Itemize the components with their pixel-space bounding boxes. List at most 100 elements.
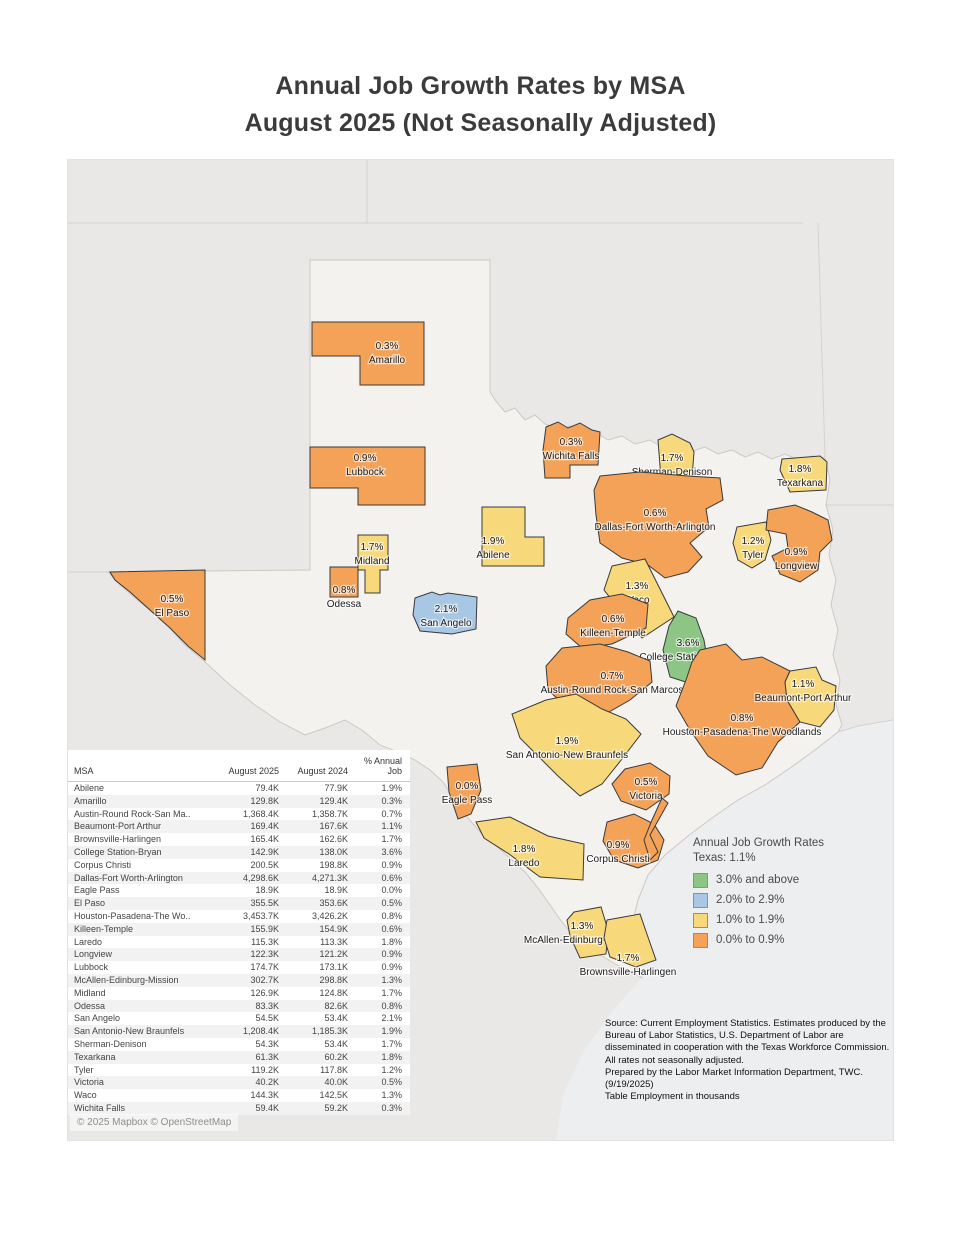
map-region-lubbock[interactable] <box>309 446 426 506</box>
table-row[interactable]: Victoria 40.2K 40.0K 0.5% <box>68 1076 410 1090</box>
page-title-line2: August 2025 (Not Seasonally Adjusted) <box>244 109 717 137</box>
map-region-waco[interactable] <box>603 558 675 639</box>
map-region-dfw[interactable] <box>593 471 724 579</box>
table-row[interactable]: San Angelo 54.5K 53.4K 2.1% <box>68 1012 410 1025</box>
region-name-label: Beaumont-Port Arthur <box>755 693 852 704</box>
table-cell: 18.9K <box>324 885 348 896</box>
table-row[interactable]: El Paso 355.5K 353.6K 0.5% <box>68 897 410 910</box>
map-region-odessa[interactable] <box>329 566 359 598</box>
table-cell: 40.2K <box>255 1077 279 1088</box>
legend-item[interactable]: 2.0% to 2.9% <box>693 890 883 910</box>
legend-item[interactable]: 3.0% and above <box>693 870 883 890</box>
map-region-san-antonio[interactable] <box>511 693 642 797</box>
table-row[interactable]: Lubbock 174.7K 173.1K 0.9% <box>68 961 410 974</box>
table-cell: 113.3K <box>320 936 348 947</box>
table-cell: Houston-Pasadena-The Wo.. <box>74 910 191 921</box>
table-cell: 53.4K <box>324 1013 348 1024</box>
table-row[interactable]: Waco 144.3K 142.5K 1.3% <box>68 1089 410 1102</box>
map-region-houston[interactable] <box>675 643 801 776</box>
source-note-line: (9/19/2025) <box>605 1079 654 1091</box>
table-cell: 122.3K <box>250 949 279 960</box>
table-header-msa: MSA <box>74 766 94 776</box>
legend: Annual Job Growth Rates Texas: 1.1% 3.0%… <box>693 836 883 950</box>
legend-item[interactable]: 0.0% to 0.9% <box>693 930 883 950</box>
legend-label: 1.0% to 1.9% <box>716 914 785 926</box>
table-cell: 1,185.3K <box>311 1026 348 1037</box>
region-name-label: Eagle Pass <box>442 795 493 806</box>
state-borders <box>68 160 893 733</box>
region-name-label: Austin-Round Rock-San Marcos <box>541 685 684 696</box>
source-note-line: All rates not seasonally adjusted. <box>605 1054 744 1066</box>
table-row[interactable]: Corpus Christi 200.5K 198.8K 0.9% <box>68 859 410 872</box>
table-cell: 0.7% <box>381 808 402 819</box>
table-row[interactable]: Abilene 79.4K 77.9K 1.9% <box>68 782 410 795</box>
legend-label: 2.0% to 2.9% <box>716 894 785 906</box>
table-row[interactable]: Longview 122.3K 121.2K 0.9% <box>68 948 410 962</box>
table-row[interactable]: Brownsville-Harlingen 165.4K 162.6K 1.7% <box>68 833 410 846</box>
table-row[interactable]: Tyler 119.2K 117.8K 1.2% <box>68 1064 410 1077</box>
region-rate-label: 1.2% <box>742 536 765 547</box>
map-region-beaumont[interactable] <box>784 666 837 728</box>
map-region-victoria[interactable] <box>611 762 671 811</box>
region-name-label: San Angelo <box>420 618 472 629</box>
map-region-laredo[interactable] <box>475 816 585 881</box>
table-cell: Austin-Round Rock-San Ma.. <box>74 808 191 819</box>
table-cell: 0.8% <box>381 910 402 921</box>
table-cell: 165.4K <box>250 834 279 845</box>
legend-swatch <box>693 872 708 888</box>
map-region-longview[interactable] <box>765 504 833 583</box>
table-cell: Killeen-Temple <box>74 923 134 934</box>
table-row[interactable]: Eagle Pass 18.9K 18.9K 0.0% <box>68 884 410 897</box>
map-region-wichita-falls[interactable] <box>542 421 601 479</box>
table-row[interactable]: Odessa 83.3K 82.6K 0.8% <box>68 999 410 1013</box>
table-row[interactable]: San Antonio-New Braunfels 1,208.4K 1,185.3… <box>68 1025 410 1038</box>
map-region-abilene[interactable] <box>481 506 545 567</box>
table-cell: 1.3% <box>381 974 402 985</box>
table-cell: 117.8K <box>320 1064 348 1075</box>
table-cell: San Angelo <box>74 1013 121 1024</box>
table-row[interactable]: Texarkana 61.3K 60.2K 1.8% <box>68 1050 410 1064</box>
table-header-pct: % Annual Job <box>363 756 402 776</box>
map-region-killeen-temple[interactable] <box>565 593 649 649</box>
table-cell: 0.9% <box>381 962 402 973</box>
table-cell: McAllen-Edinburg-Mission <box>74 974 179 985</box>
table-cell: 126.9K <box>250 987 279 998</box>
table-cell: 4,271.3K <box>311 872 348 883</box>
map-region-midland[interactable] <box>357 534 389 594</box>
table-cell: 198.8K <box>319 859 348 870</box>
table-cell: Texarkana <box>74 1051 116 1062</box>
table-row[interactable]: Houston-Pasadena-The Wo.. 3,453.7K 3,426.2… <box>68 910 410 923</box>
map-region-amarillo[interactable] <box>311 321 425 386</box>
source-note-line: disseminated in cooperation with the Tex… <box>605 1042 890 1054</box>
table-row[interactable]: Amarillo 129.8K 129.4K 0.3% <box>68 794 410 808</box>
table-row[interactable]: Dallas-Fort Worth-Arlington 4,298.6K 4,271… <box>68 871 410 885</box>
table-cell: 60.2K <box>324 1051 348 1062</box>
table-row[interactable]: Sherman-Denison 54.3K 53.4K 1.7% <box>68 1038 410 1051</box>
region-name-label: Brownsville-Harlingen <box>580 967 677 978</box>
table-row[interactable]: McAllen-Edinburg-Mission 302.7K 298.8K 1.3% <box>68 973 410 987</box>
table-row[interactable]: Beaumont-Port Arthur 169.4K 167.6K 1.1% <box>68 820 410 834</box>
table-cell: 83.3K <box>255 1000 279 1011</box>
map-region-corpus-christi[interactable] <box>643 797 669 861</box>
map-region-texarkana[interactable] <box>779 455 828 493</box>
table-row[interactable]: College Station-Bryan 142.9K 138.0K 3.6% <box>68 845 410 859</box>
table-cell: 82.6K <box>324 1000 348 1011</box>
region-name-label: San Antonio-New Braunfels <box>506 750 628 761</box>
map-region-mcallen[interactable] <box>566 906 609 959</box>
table-row[interactable]: Laredo 115.3K 113.3K 1.8% <box>68 936 410 949</box>
table-row[interactable]: Killeen-Temple 155.9K 154.9K 0.6% <box>68 922 410 936</box>
map-region-san-angelo[interactable] <box>412 591 478 635</box>
table-row[interactable]: Austin-Round Rock-San Ma.. 1,368.4K 1,358.… <box>68 808 410 821</box>
map-region-el-paso[interactable] <box>109 569 206 662</box>
table-cell: 355.5K <box>250 898 279 909</box>
map-region-eagle-pass[interactable] <box>446 763 482 820</box>
map-region-brownsville[interactable] <box>603 913 657 968</box>
region-name-label: Victoria <box>629 791 663 802</box>
legend-item[interactable]: 1.0% to 1.9% <box>693 910 883 930</box>
table-row[interactable]: Wichita Falls 59.4K 59.2K 0.3% <box>68 1101 410 1115</box>
msa-table-body: Abilene 79.4K 77.9K 1.9% Amarillo 129.8K 129.4… <box>68 782 410 1115</box>
table-cell: 77.9K <box>324 783 348 793</box>
table-row[interactable]: Midland 126.9K 124.8K 1.7% <box>68 987 410 1000</box>
map-attribution[interactable]: © 2025 Mapbox © OpenStreetMap <box>70 1114 239 1131</box>
